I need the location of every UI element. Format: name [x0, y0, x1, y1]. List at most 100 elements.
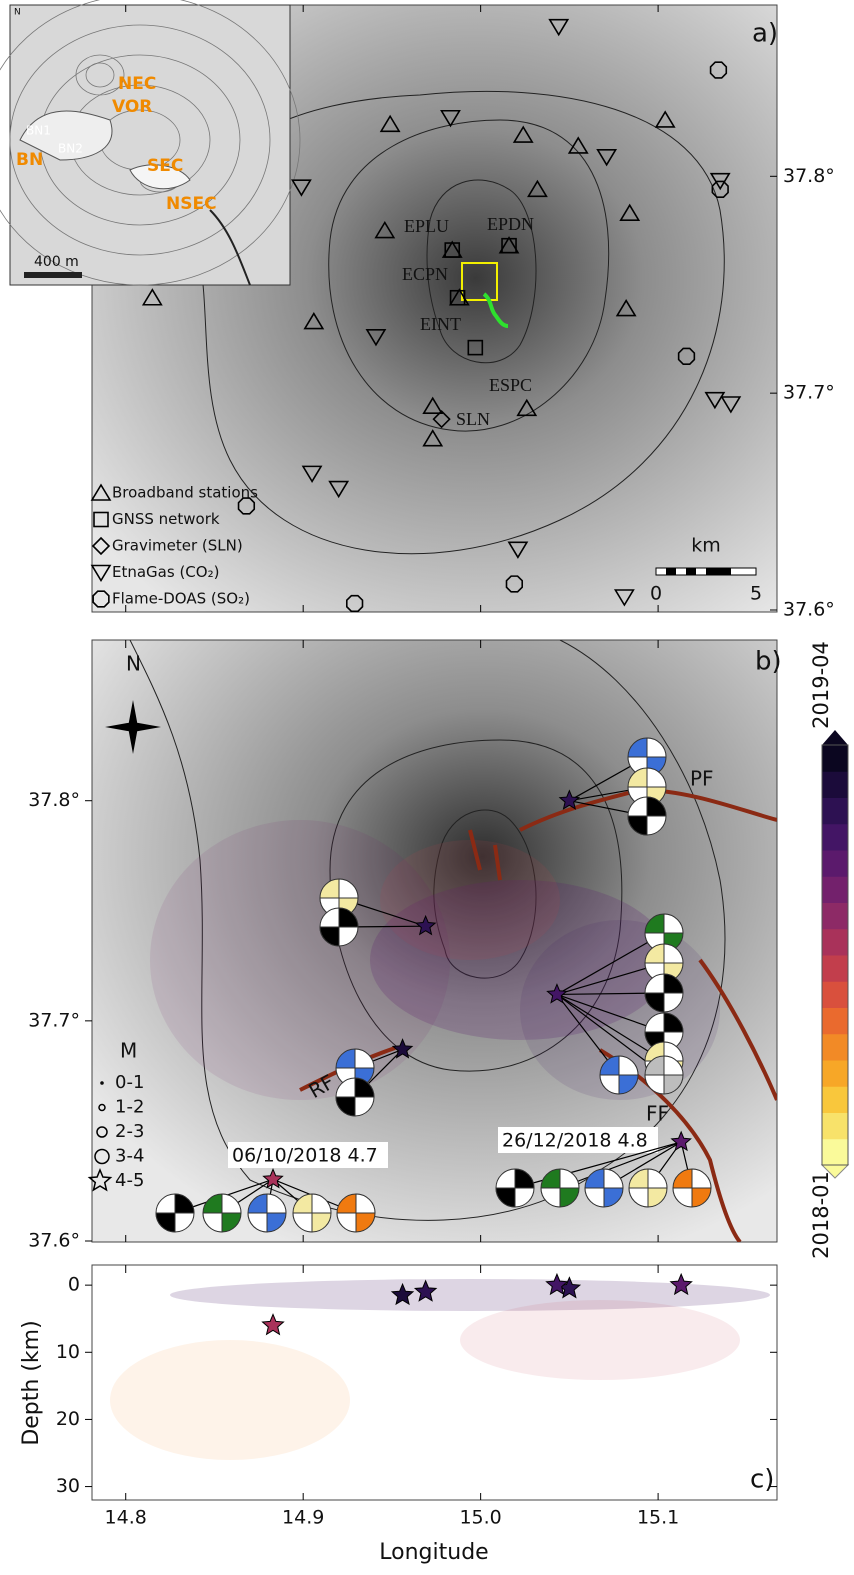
- event-label: 26/12/2018 4.8: [502, 1130, 648, 1152]
- x-axis-title: Longitude: [379, 1540, 488, 1565]
- panel-label: b): [755, 647, 782, 677]
- colorbar-segment: [822, 955, 848, 982]
- legend-label: 0-1: [115, 1072, 144, 1093]
- contour: [328, 119, 610, 432]
- leader-line: [556, 932, 665, 995]
- inset-label: NEC: [118, 74, 156, 94]
- legend-symbol: [98, 1103, 106, 1112]
- station-triangle: [379, 114, 401, 133]
- colorbar-segment: [822, 771, 848, 798]
- beachball-quadrant: [540, 1168, 580, 1208]
- beachball-quadrant: [627, 796, 667, 836]
- fault-label: PF: [690, 767, 714, 791]
- scale-bar: km 0 5: [650, 535, 762, 605]
- inset-label: SEC: [147, 156, 183, 176]
- leader-line: [556, 993, 665, 1062]
- beachball-quadrant: [319, 907, 359, 947]
- leader-line: [559, 1141, 682, 1189]
- station-triangle: [527, 179, 548, 198]
- legend-symbol: [96, 1126, 108, 1138]
- station-square: [467, 339, 484, 356]
- station-inverted-triangle: [596, 148, 618, 167]
- legend-label: Gravimeter (SLN): [112, 537, 243, 555]
- y-tick-label: 37.7°: [783, 382, 835, 404]
- colorbar: [820, 730, 850, 1179]
- earthquake-star: [414, 914, 437, 936]
- legend-symbol: [100, 1081, 104, 1085]
- beachball-quadrant: [336, 1193, 376, 1233]
- station-label: SLN: [456, 409, 490, 429]
- event-label-box: [498, 1127, 658, 1153]
- station-triangle: [374, 220, 396, 239]
- colorbar-segment: [822, 902, 848, 930]
- station-label: EPLU: [404, 216, 449, 236]
- legend-symbol: [90, 564, 112, 583]
- station-square: [501, 237, 517, 254]
- earthquake-star: [546, 983, 568, 1004]
- colorbar-segment: [822, 823, 848, 851]
- earthquake-star: [545, 1272, 569, 1296]
- station-label: ECPN: [402, 264, 448, 284]
- legend: Broadband stations GNSS network Gravimeter…: [90, 483, 258, 608]
- legend-symbol: [92, 590, 110, 608]
- colorbar-frame: [821, 744, 849, 1166]
- scale-start: 0: [650, 583, 662, 605]
- event-label: 06/10/2018 4.7: [232, 1145, 378, 1167]
- scale-title: km: [691, 535, 721, 557]
- station-triangle: [422, 396, 444, 414]
- y-tick-label: 20: [56, 1408, 80, 1430]
- beachball-quadrant: [247, 1193, 287, 1233]
- y-tick-label: 37.8°: [783, 165, 835, 187]
- station-inverted-triangle: [328, 480, 350, 499]
- study-box: [461, 262, 498, 301]
- station-inverted-triangle: [365, 328, 387, 347]
- colorbar-segment: [822, 1138, 848, 1166]
- earthquake-star: [669, 1272, 693, 1296]
- beachball-quadrant: [584, 1168, 624, 1208]
- station-triangle: [303, 312, 325, 330]
- beachball-quadrant: [292, 1193, 332, 1233]
- inset: 400 m N NEC VOR BN SEC NSEC BN1 BN2: [0, 0, 301, 286]
- colorbar-segment: [822, 745, 848, 772]
- scale-end: 5: [750, 583, 762, 605]
- x-tick-label: 15.0: [459, 1507, 501, 1529]
- station-triangle: [422, 429, 444, 447]
- x-tick-label: 14.9: [282, 1507, 324, 1529]
- y-tick-label: 0: [68, 1274, 80, 1296]
- north-arrow: [105, 700, 161, 754]
- beachball-quadrant: [644, 973, 684, 1013]
- colorbar-label: 2018-01: [809, 1171, 833, 1259]
- fault-label: FF: [646, 1102, 669, 1126]
- panel-label: c): [750, 1465, 774, 1495]
- y-tick-label: 37.6°: [28, 1230, 80, 1252]
- colorbar-segment: [822, 928, 848, 956]
- station-hexagon: [677, 347, 696, 365]
- panel-c-frame: [91, 1264, 778, 1501]
- station-triangle: [654, 110, 676, 128]
- legend-symbol: [87, 1168, 113, 1192]
- legend-label: 2-3: [115, 1121, 144, 1142]
- station-hexagon: [711, 180, 729, 198]
- beachball-quadrant: [672, 1168, 712, 1208]
- seismicity-density: [370, 880, 670, 1040]
- y-tick-label: 10: [56, 1341, 80, 1363]
- station-hexagon: [505, 575, 524, 593]
- station-triangle: [567, 136, 589, 154]
- colorbar-segment: [822, 1033, 848, 1061]
- colorbar-segment: [822, 1060, 848, 1087]
- beachball-quadrant: [335, 1077, 375, 1117]
- beachball-quadrant: [495, 1168, 535, 1208]
- station-label: EINT: [420, 314, 461, 334]
- north-label: N: [126, 652, 141, 676]
- earthquake-star: [261, 1313, 285, 1336]
- colorbar-segment: [822, 1007, 848, 1035]
- station-inverted-triangle: [720, 396, 742, 414]
- station-triangle: [512, 125, 534, 143]
- colorbar-segment: [822, 850, 848, 877]
- beachball-quadrant: [155, 1193, 195, 1233]
- station-inverted-triangle: [440, 109, 461, 128]
- colorbar-extension: [822, 730, 848, 745]
- inset-label: BN: [16, 150, 43, 170]
- colorbar-segment: [822, 1112, 848, 1140]
- beachball-quadrant: [599, 1055, 639, 1095]
